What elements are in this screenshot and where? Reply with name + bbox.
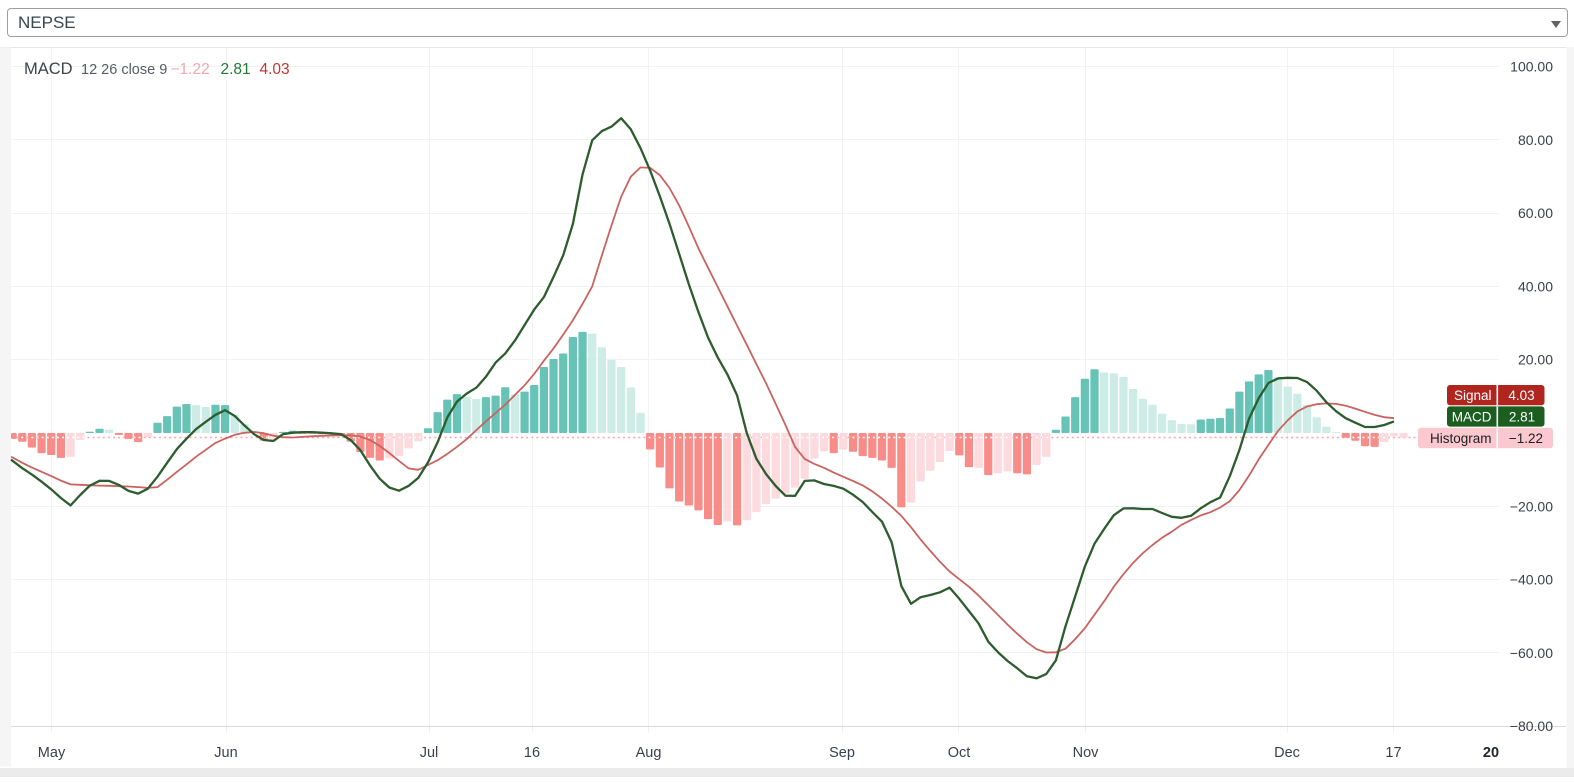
svg-text:2.81: 2.81 (221, 61, 251, 78)
svg-text:Dec: Dec (1274, 745, 1300, 761)
svg-text:−20.00: −20.00 (1510, 498, 1553, 514)
svg-text:2.81: 2.81 (1509, 409, 1535, 424)
svg-text:May: May (38, 745, 66, 761)
svg-text:20: 20 (1483, 745, 1499, 761)
svg-text:Jun: Jun (214, 745, 237, 761)
svg-text:MACD: MACD (1452, 409, 1492, 424)
svg-text:−1.22: −1.22 (171, 61, 210, 78)
svg-text:−40.00: −40.00 (1510, 572, 1553, 588)
svg-text:Oct: Oct (948, 745, 971, 761)
svg-text:Nov: Nov (1073, 745, 1100, 761)
svg-text:20.00: 20.00 (1518, 352, 1553, 368)
svg-text:80.00: 80.00 (1518, 132, 1553, 148)
svg-text:Sep: Sep (829, 745, 855, 761)
svg-text:−60.00: −60.00 (1510, 645, 1553, 661)
svg-text:4.03: 4.03 (260, 61, 290, 78)
svg-text:Signal: Signal (1454, 388, 1492, 403)
svg-text:Jul: Jul (420, 745, 439, 761)
svg-text:Aug: Aug (636, 745, 662, 761)
svg-text:MACD: MACD (24, 60, 73, 78)
svg-text:−80.00: −80.00 (1510, 718, 1553, 734)
svg-text:16: 16 (524, 745, 540, 761)
svg-text:−1.22: −1.22 (1509, 431, 1543, 446)
svg-text:Histogram: Histogram (1430, 431, 1492, 446)
svg-text:40.00: 40.00 (1518, 278, 1553, 294)
svg-text:17: 17 (1385, 745, 1401, 761)
svg-text:100.00: 100.00 (1510, 59, 1553, 75)
svg-text:60.00: 60.00 (1518, 205, 1553, 221)
svg-text:4.03: 4.03 (1508, 388, 1534, 403)
svg-text:12 26 close 9: 12 26 close 9 (81, 62, 167, 78)
